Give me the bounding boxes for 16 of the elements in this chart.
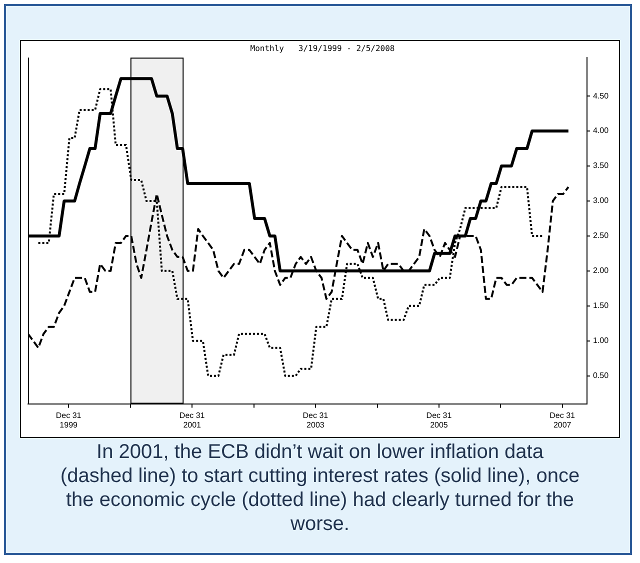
- y-tick-label: 3.00: [593, 196, 610, 206]
- text: In 2001, the ECB didn’t wait on lower inflation data (dashed line) to start cutting interest rates (solid line), once the economic cycle (dotted line) had clearly turned for the worse.: [60, 440, 580, 536]
- y-tick-label: 0.50: [593, 371, 610, 380]
- y-tick-label: 1.00: [593, 336, 610, 346]
- x-tick-label: Dec 31 2003: [302, 410, 329, 430]
- y-tick-label: 4.50: [593, 91, 610, 100]
- x-tick-label: Dec 31 1999: [56, 410, 82, 430]
- y-tick-label: 4.00: [593, 126, 610, 136]
- y-tick-label: 1.50: [593, 301, 610, 310]
- y-tick-label: 2.50: [593, 231, 610, 240]
- chart-title: Monthly 3/19/1999 - 2/5/2008: [250, 44, 395, 53]
- x-tick-label: Dec 31 2001: [179, 410, 206, 430]
- y-tick-label: 2.00: [593, 266, 610, 276]
- x-tick-label: Dec 31 2005: [426, 410, 452, 430]
- x-tick-label: Dec 31 2007: [550, 410, 576, 430]
- y-tick-label: 3.50: [593, 161, 610, 170]
